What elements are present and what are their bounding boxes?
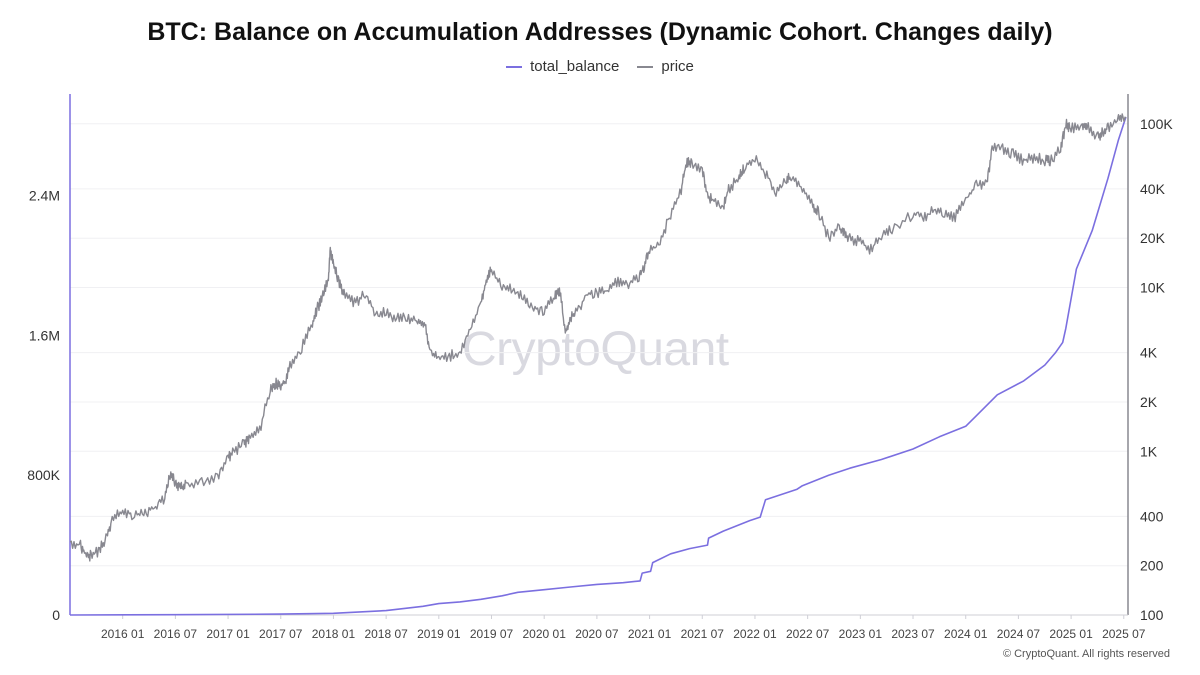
- right-tick-label: 2K: [1140, 394, 1158, 410]
- x-tick-label: 2016 01: [101, 627, 145, 641]
- right-tick-label: 200: [1140, 558, 1164, 574]
- watermark: CryptoQuant: [462, 323, 729, 376]
- x-tick-label: 2017 07: [259, 627, 303, 641]
- right-tick-label: 1K: [1140, 443, 1158, 459]
- x-tick-label: 2025 01: [1049, 627, 1093, 641]
- right-tick-label: 10K: [1140, 280, 1166, 296]
- x-tick-label: 2019 07: [470, 627, 514, 641]
- right-tick-label: 40K: [1140, 181, 1166, 197]
- x-tick-label: 2023 01: [839, 627, 883, 641]
- legend-label-total-balance: total_balance: [530, 58, 620, 75]
- x-tick-label: 2025 07: [1102, 627, 1146, 641]
- x-tick-label: 2020 01: [523, 627, 567, 641]
- right-tick-label: 20K: [1140, 230, 1166, 246]
- series-line-price: [69, 113, 1127, 562]
- x-tick-label: 2020 07: [575, 627, 619, 641]
- legend-item-price[interactable]: price: [637, 58, 694, 75]
- x-tick-label: 2018 01: [312, 627, 356, 641]
- legend-item-total-balance[interactable]: total_balance: [506, 58, 619, 75]
- x-tick-label: 2016 07: [154, 627, 198, 641]
- legend: total_balance price: [0, 58, 1200, 75]
- left-tick-label: 2.4M: [29, 188, 60, 204]
- x-tick-label: 2018 07: [364, 627, 408, 641]
- x-tick-label: 2021 01: [628, 627, 672, 641]
- x-tick-label: 2022 01: [733, 627, 777, 641]
- legend-swatch-price: [637, 65, 654, 68]
- right-tick-label: 4K: [1140, 345, 1158, 361]
- left-tick-label: 800K: [27, 467, 60, 483]
- right-tick-label: 100: [1140, 607, 1164, 623]
- legend-swatch-total-balance: [506, 65, 523, 68]
- chart-title: BTC: Balance on Accumulation Addresses (…: [147, 18, 1053, 46]
- series-line-total-balance: [69, 116, 1127, 616]
- x-tick-label: 2022 07: [786, 627, 830, 641]
- x-tick-label: 2024 07: [997, 627, 1041, 641]
- left-tick-label: 0: [52, 607, 60, 623]
- x-tick-label: 2019 01: [417, 627, 461, 641]
- x-tick-label: 2017 01: [206, 627, 250, 641]
- x-tick-label: 2024 01: [944, 627, 988, 641]
- x-tick-label: 2023 07: [891, 627, 935, 641]
- left-tick-label: 1.6M: [29, 327, 60, 343]
- copyright-notice: © CryptoQuant. All rights reserved: [1002, 648, 1170, 660]
- x-tick-label: 2021 07: [681, 627, 725, 641]
- legend-label-price: price: [661, 58, 694, 75]
- right-tick-label: 400: [1140, 508, 1164, 524]
- right-tick-label: 100K: [1140, 116, 1173, 132]
